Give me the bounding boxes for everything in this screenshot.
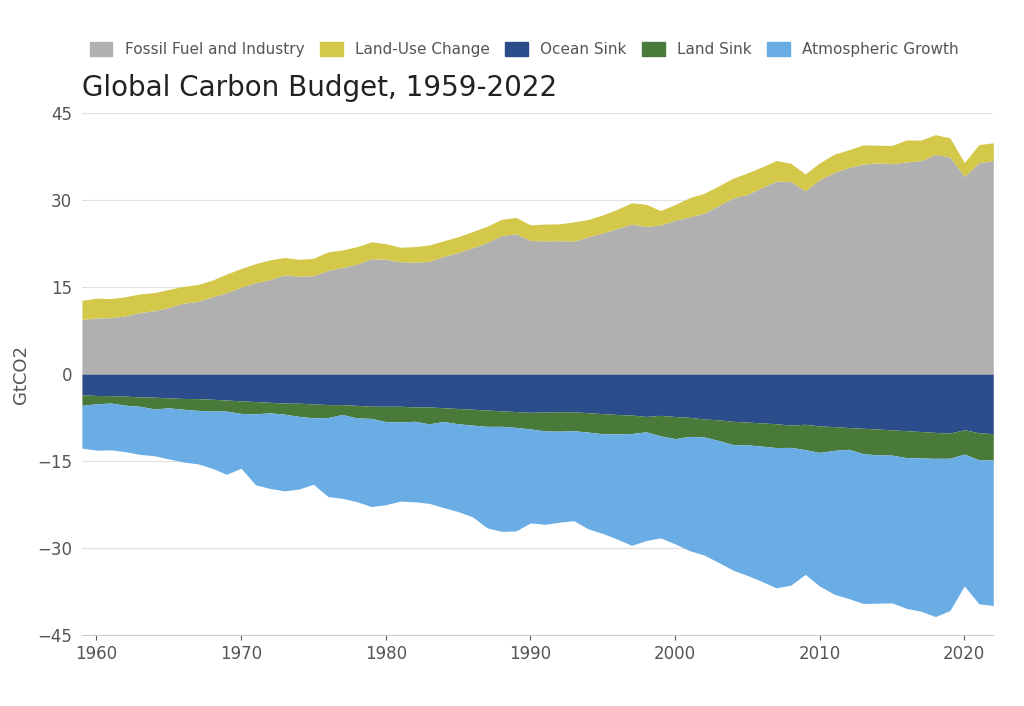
Y-axis label: GtCO2: GtCO2 — [12, 345, 31, 404]
Legend: Fossil Fuel and Industry, Land-Use Change, Ocean Sink, Land Sink, Atmospheric Gr: Fossil Fuel and Industry, Land-Use Chang… — [89, 42, 958, 57]
Text: Global Carbon Budget, 1959-2022: Global Carbon Budget, 1959-2022 — [82, 74, 557, 102]
